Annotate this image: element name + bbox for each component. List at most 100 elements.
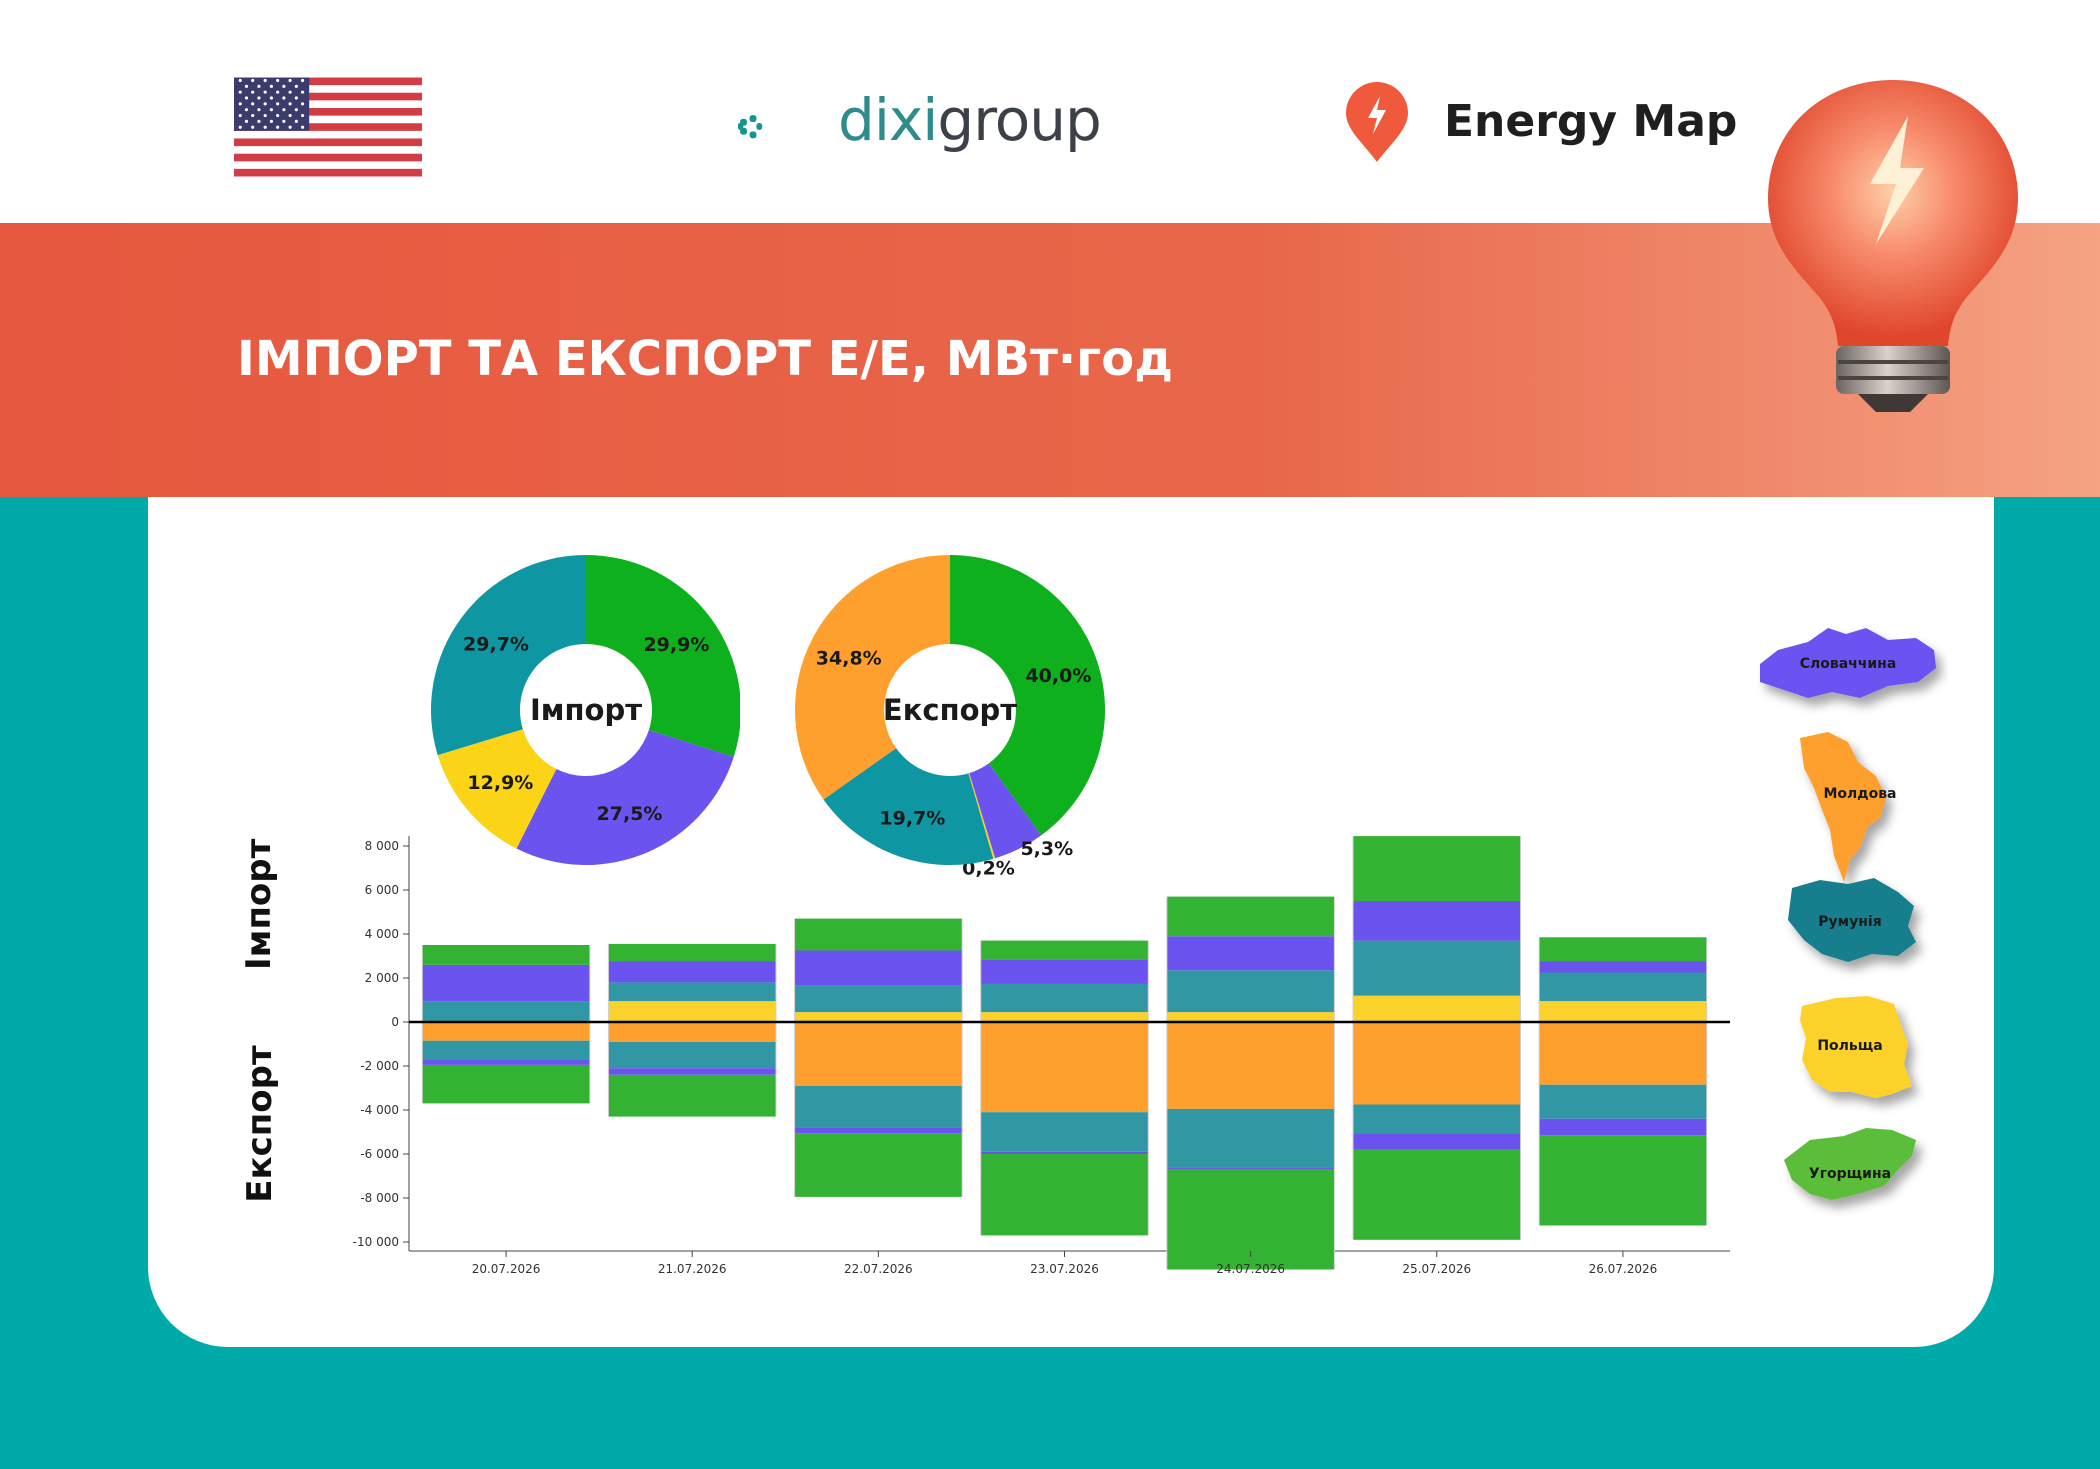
legend-item-romania xyxy=(1788,878,1916,962)
bar-segment xyxy=(980,959,1149,984)
bar-segment xyxy=(794,918,963,951)
bar-segment xyxy=(1353,901,1521,941)
bar-segment xyxy=(980,940,1149,960)
y-tick-label: 8 000 xyxy=(365,839,399,853)
y-tick-label: -6 000 xyxy=(360,1147,399,1161)
bar-segment xyxy=(608,1001,776,1022)
bar-segment xyxy=(422,1064,590,1104)
bar-segment xyxy=(794,1012,963,1022)
donut-slice-label: 5,3% xyxy=(1020,838,1073,860)
legend-item-poland xyxy=(1800,996,1912,1098)
bar-segment xyxy=(608,1022,776,1042)
donut-slice-label: 34,8% xyxy=(816,648,882,670)
donut-slice xyxy=(968,773,996,859)
poland-map-icon xyxy=(1800,996,1912,1098)
bar-segment xyxy=(980,1112,1149,1152)
bar-segment xyxy=(1353,1133,1521,1150)
dixigroup-wordmark: dixigroup xyxy=(838,86,1102,154)
lightbulb-icon xyxy=(1768,80,2018,412)
bar-segment xyxy=(794,1127,963,1134)
dixigroup-emblem-icon xyxy=(738,115,763,139)
export-side-label: Експорт xyxy=(240,1045,280,1203)
bar-segment xyxy=(1539,1084,1707,1119)
bar-segment xyxy=(608,1068,776,1075)
legend-label-romania: Румунія xyxy=(1818,914,1881,930)
us-flag-icon[interactable] xyxy=(234,77,422,177)
slovakia-map-icon xyxy=(1760,628,1936,698)
legend-item-hungary xyxy=(1784,1128,1916,1200)
bar-segment xyxy=(608,1074,776,1117)
bar-segment xyxy=(980,1022,1149,1113)
x-tick-label: 24.07.2026 xyxy=(1216,1262,1285,1276)
bar-segment xyxy=(422,1001,590,1021)
bar-segment xyxy=(422,1022,590,1041)
donut-slice xyxy=(516,730,734,865)
bar-segment xyxy=(794,985,963,1013)
bar-segment xyxy=(1166,970,1335,1013)
bar-segment xyxy=(1166,1022,1335,1109)
hungary-map-icon xyxy=(1784,1128,1916,1200)
stacked-bar-chart: 8 000 6 000 4 000 2 000 0 -2 000 -4 000 -6 000 -… xyxy=(353,836,1730,1276)
legend-label-moldova: Молдова xyxy=(1823,786,1896,802)
y-tick-label: -4 000 xyxy=(360,1103,399,1117)
bar-segment xyxy=(1353,940,1521,996)
bar-segment xyxy=(1539,1118,1707,1136)
bar-segment xyxy=(1353,1149,1521,1240)
y-tick-label: -10 000 xyxy=(353,1235,399,1249)
y-tick-label: -2 000 xyxy=(360,1059,399,1073)
x-tick-label: 20.07.2026 xyxy=(472,1262,541,1276)
donut-slice-label: 19,7% xyxy=(879,808,945,830)
bar-segment xyxy=(980,1154,1149,1236)
y-tick-label: 4 000 xyxy=(365,927,399,941)
donut-slice-label: 12,9% xyxy=(467,772,533,794)
bar-segment xyxy=(1353,1022,1521,1105)
bar-segment xyxy=(1539,937,1707,962)
bar-segment xyxy=(422,964,590,1002)
donut-slice xyxy=(969,763,1042,859)
bar-segment xyxy=(1166,936,1335,971)
legend-item-moldova xyxy=(1800,732,1886,882)
donut-center-label: Імпорт xyxy=(530,693,642,727)
bar-segment xyxy=(422,1040,590,1060)
bar-segment xyxy=(608,982,776,1002)
legend-label-hungary: Угорщина xyxy=(1809,1166,1891,1182)
x-tick-label: 21.07.2026 xyxy=(658,1262,727,1276)
y-tick-label: 0 xyxy=(391,1015,399,1029)
bar-segment xyxy=(1353,836,1521,901)
donut-slice xyxy=(795,555,950,800)
dixi-wordmark-part: dixi xyxy=(838,86,938,154)
donut-center-label: Експорт xyxy=(883,693,1017,727)
x-tick-label: 22.07.2026 xyxy=(844,1262,913,1276)
bar-segment xyxy=(1539,1022,1707,1085)
donut-slice-label: 29,9% xyxy=(643,634,709,656)
bar-segment xyxy=(794,950,963,986)
moldova-map-icon xyxy=(1800,732,1886,882)
group-wordmark-part: group xyxy=(937,86,1101,154)
bar-segment xyxy=(1166,1108,1335,1168)
bar-segment xyxy=(1166,1167,1335,1170)
country-legend: Словаччина Молдова Румунія Польща Угорщи… xyxy=(1760,628,1936,1200)
x-tick-label: 25.07.2026 xyxy=(1402,1262,1471,1276)
y-tick-label: 6 000 xyxy=(365,883,399,897)
import-donut-chart: 29,9% 27,5% 12,9% 29,7% Імпорт xyxy=(431,555,740,865)
bar-segment xyxy=(1166,1012,1335,1022)
bar-segment xyxy=(422,1059,590,1065)
bar-segment xyxy=(1353,1104,1521,1134)
bar-segment xyxy=(608,943,776,962)
donut-slice xyxy=(950,555,1105,836)
bar-segment xyxy=(980,983,1149,1013)
header: dixigroup Energy Map xyxy=(0,0,2100,223)
legend-label-poland: Польща xyxy=(1817,1038,1882,1054)
y-tick-label: 2 000 xyxy=(365,971,399,985)
donut-slice xyxy=(823,748,994,865)
bar-segment xyxy=(422,945,590,965)
map-pin-bolt-icon xyxy=(1346,82,1408,162)
x-tick-label: 23.07.2026 xyxy=(1030,1262,1099,1276)
donut-slice xyxy=(431,555,586,756)
page-title: ІМПОРТ ТА ЕКСПОРТ Е/Е, МВт·год xyxy=(237,331,1173,387)
donut-slice xyxy=(586,555,740,757)
bar-segment xyxy=(1539,1001,1707,1022)
energy-map-wordmark: Energy Map xyxy=(1444,96,1738,147)
bar-segment xyxy=(608,961,776,983)
export-donut-chart: 40,0%5,3%0,2%19,7%34,8%Експорт xyxy=(795,555,1105,879)
